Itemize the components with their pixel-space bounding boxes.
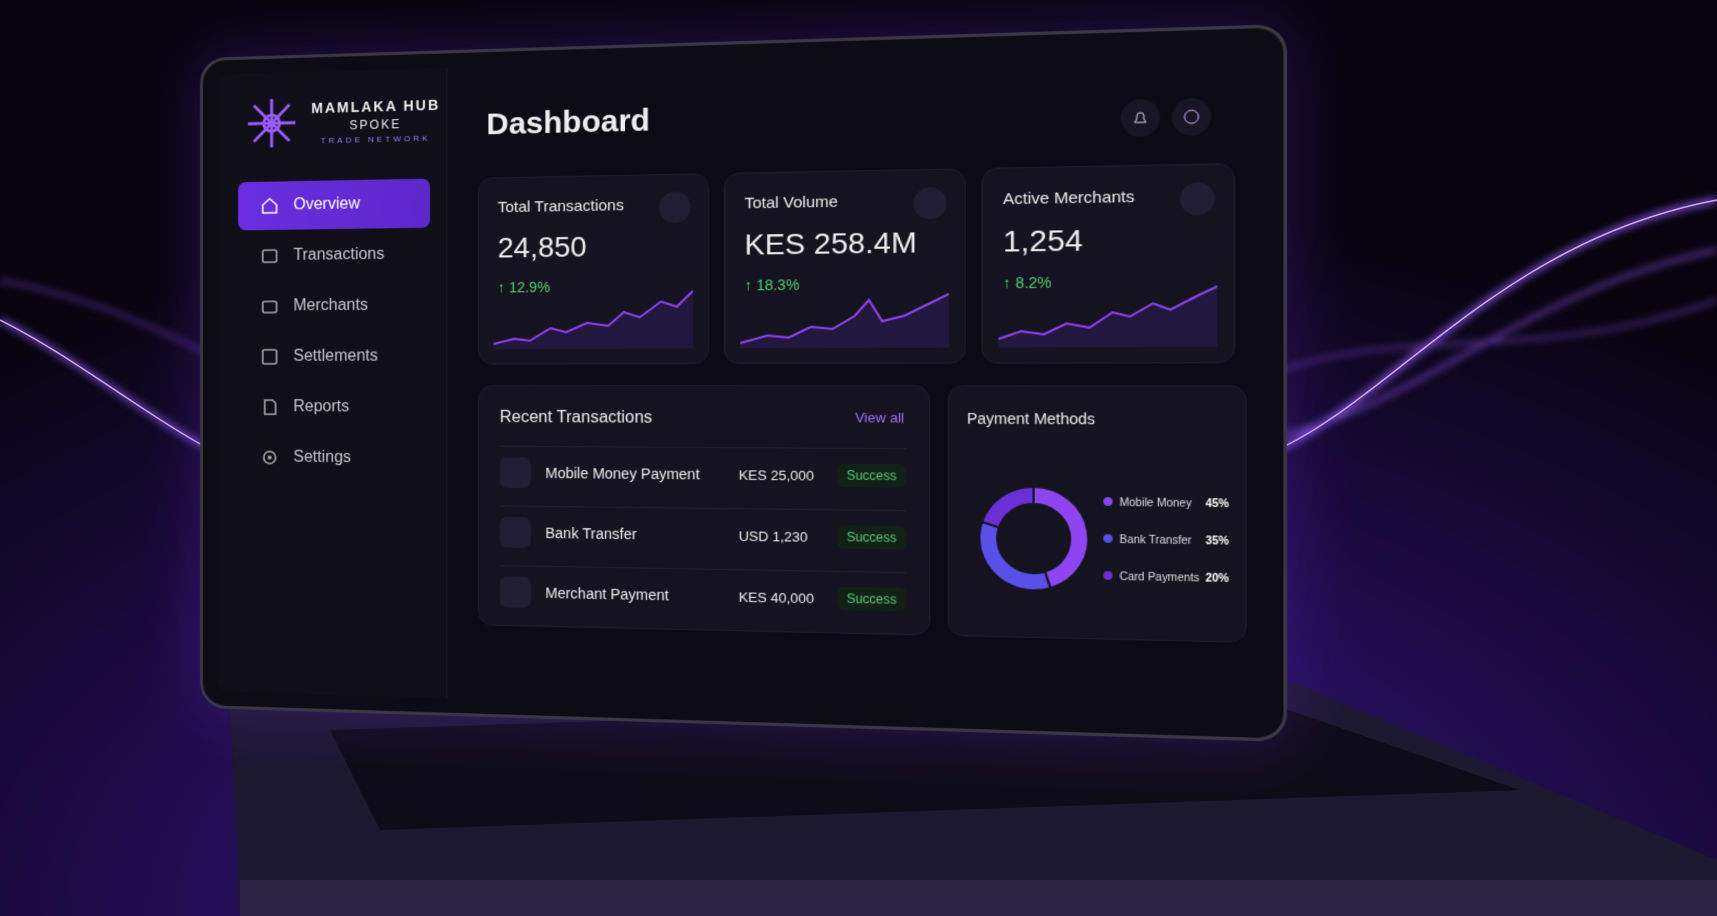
nav-item[interactable]: Reports: [238, 383, 430, 432]
legend-dot: [1103, 497, 1113, 506]
icon: [260, 447, 280, 467]
icon: [260, 296, 280, 316]
main: Dashboard Total Transactions 24,850 ↑ 12.9…: [447, 43, 1266, 722]
brand-name: MAMLAKA HUB: [311, 96, 441, 116]
stat-value: 1,254: [1002, 223, 1083, 259]
sparkline: [493, 286, 693, 350]
row-amount: KES 25,000: [738, 466, 815, 484]
row-icon: [499, 576, 531, 608]
icon: [1131, 109, 1150, 127]
notifications-button[interactable]: [1120, 98, 1161, 137]
donut-segment: [982, 486, 1034, 528]
icon: [260, 347, 280, 367]
stat-card: Active Merchants 1,254 ↑ 8.2%: [981, 163, 1235, 364]
section-title: Payment Methods: [966, 409, 1096, 428]
stat-icon: [1179, 182, 1215, 216]
donut-chart: Mobile Money 45% Bank Transfer 35% Card Paym…: [949, 446, 1230, 635]
sparkline: [998, 281, 1218, 348]
recent-transactions: Recent Transactions View all Mobile Mone…: [478, 385, 930, 636]
nav-item[interactable]: Settlements: [238, 332, 430, 381]
stat-title: Total Volume: [744, 193, 838, 213]
sidebar: MAMLAKA HUB SPOKE TRADE NETWORK Overview T…: [216, 67, 448, 699]
icon: [260, 397, 280, 417]
icon: [260, 196, 280, 216]
stat-icon: [658, 191, 691, 224]
legend-label: Bank Transfer: [1120, 534, 1193, 547]
stat-icon: [913, 186, 947, 220]
brand-sub: SPOKE: [349, 116, 402, 132]
nav: Overview Transactions Merchants Settleme…: [238, 178, 431, 486]
legend-label: Card Payments: [1120, 571, 1200, 585]
legend-value: 35%: [1206, 535, 1230, 548]
row-status: Success: [836, 463, 907, 488]
transaction-row[interactable]: Bank Transfer USD 1,230 Success: [499, 505, 907, 565]
row-amount: KES 40,000: [738, 588, 815, 606]
row-name: Merchant Payment: [545, 584, 669, 604]
icon: [260, 246, 280, 266]
transaction-row[interactable]: Merchant Payment KES 40,000 Success: [499, 565, 907, 627]
profile-button[interactable]: [1171, 97, 1212, 136]
section-title: Recent Transactions: [499, 408, 653, 427]
row-name: Bank Transfer: [545, 524, 637, 543]
legend-value: 20%: [1206, 573, 1230, 586]
legend-value: 45%: [1206, 498, 1230, 510]
view-all-link[interactable]: View all: [855, 409, 905, 426]
nav-item[interactable]: Merchants: [238, 281, 430, 331]
nav-label: Reports: [293, 398, 350, 416]
row-amount: USD 1,230: [738, 527, 808, 545]
nav-label: Transactions: [293, 245, 385, 264]
donut-segment: [979, 522, 1050, 591]
nav-item[interactable]: Transactions: [238, 230, 430, 281]
brand-tagline: TRADE NETWORK: [320, 133, 431, 145]
icon: [1182, 108, 1201, 126]
dashboard: MAMLAKA HUB SPOKE TRADE NETWORK Overview T…: [216, 43, 1267, 723]
stat-title: Total Transactions: [497, 196, 624, 217]
legend-dot: [1103, 571, 1113, 580]
payment-methods: Payment Methods Mobile Money 45% Bank Tran…: [947, 385, 1247, 643]
nav-label: Merchants: [293, 296, 369, 315]
stat-title: Active Merchants: [1002, 187, 1135, 209]
nav-label: Settlements: [293, 347, 378, 365]
stat-card: Total Volume KES 258.4M ↑ 18.3%: [724, 168, 966, 365]
nav-label: Settings: [293, 448, 352, 467]
stat-card: Total Transactions 24,850 ↑ 12.9%: [478, 173, 709, 365]
sparkline: [740, 283, 949, 349]
laptop-screen: MAMLAKA HUB SPOKE TRADE NETWORK Overview T…: [200, 24, 1288, 742]
row-icon: [499, 457, 531, 489]
legend-dot: [1103, 534, 1113, 543]
nav-label: Overview: [293, 195, 360, 214]
nav-item[interactable]: Settings: [238, 433, 430, 483]
transaction-row[interactable]: Mobile Money Payment KES 25,000 Success: [499, 445, 907, 503]
page-title: Dashboard: [486, 103, 651, 142]
row-name: Mobile Money Payment: [545, 464, 700, 483]
row-icon: [499, 516, 531, 549]
nav-item[interactable]: Overview: [238, 178, 431, 231]
stat-value: KES 258.4M: [744, 225, 917, 261]
brand: MAMLAKA HUB SPOKE TRADE NETWORK: [244, 90, 440, 152]
stat-value: 24,850: [497, 230, 587, 264]
row-status: Success: [836, 525, 907, 550]
brand-logo: [244, 94, 299, 152]
legend-label: Mobile Money: [1120, 497, 1192, 510]
row-status: Success: [836, 586, 907, 612]
